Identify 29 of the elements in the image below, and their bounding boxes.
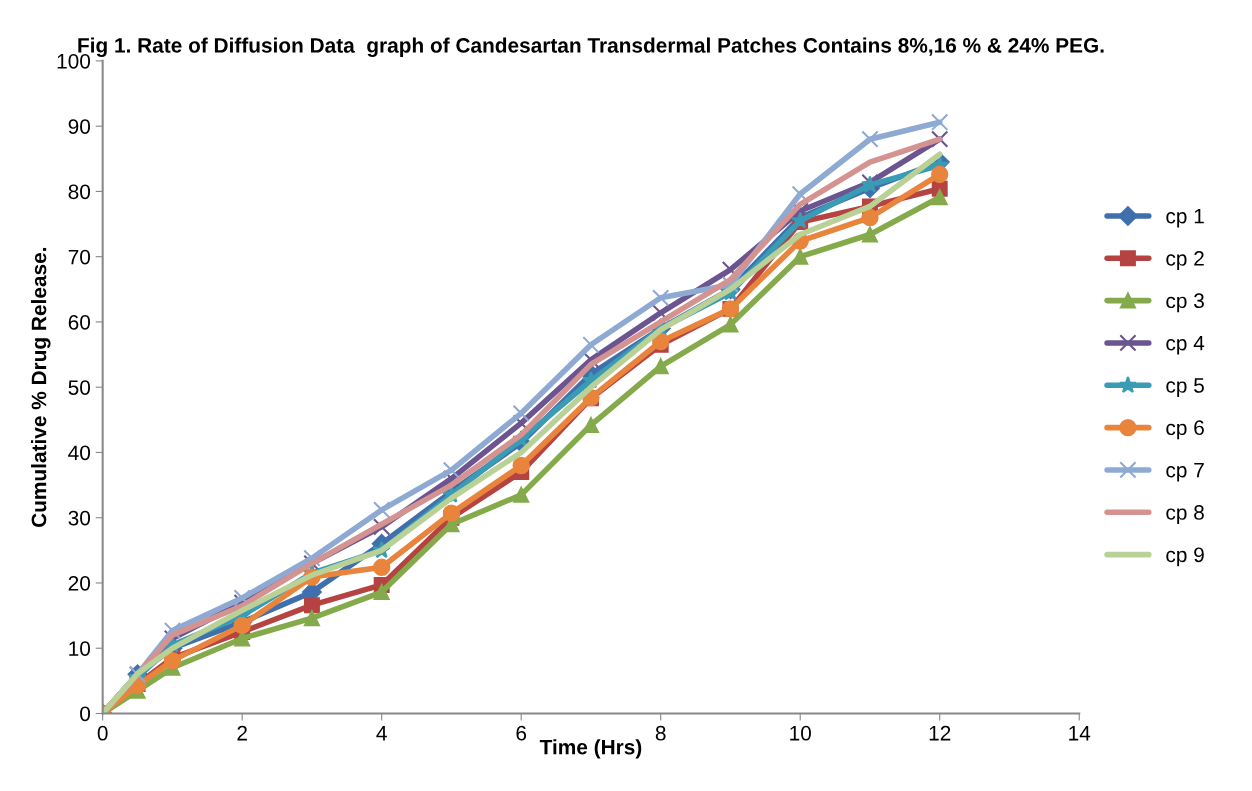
x-tick-label: 2 [237,725,247,741]
legend-label: cp 8 [1166,505,1204,524]
y-tick-label: 30 [68,510,91,526]
y-tick-label: 0 [80,706,91,722]
legend-label: cp 3 [1166,293,1204,313]
y-tick-label: 60 [68,314,91,330]
x-axis-title: Time (Hrs) [539,739,642,759]
x-tick-label: 14 [1069,726,1091,741]
y-tick-label: 90 [68,119,91,134]
legend-label: cp 1 [1166,208,1204,228]
legend-label: cp 5 [1166,378,1204,397]
x-tick-label: 4 [376,726,387,741]
y-tick-label: 50 [68,380,91,395]
y-tick-label: 80 [68,184,91,200]
x-tick-label: 10 [790,725,811,741]
y-axis-title: Cumulative % Drug Release. [31,247,51,527]
x-tick-label: 8 [655,725,666,741]
y-tick-label: 10 [69,641,91,656]
y-tick-label: 70 [68,249,91,265]
y-tick-label: 40 [68,445,91,461]
x-tick-label: 6 [516,725,527,741]
legend-label: cp 2 [1166,251,1204,270]
legend-label: cp 6 [1166,420,1204,440]
legend-label: cp 4 [1166,335,1205,355]
y-tick-label: 20 [68,575,91,591]
x-tick-label: 12 [929,725,951,741]
legend-label: cp 7 [1166,462,1204,482]
legend-label: cp 9 [1166,547,1204,567]
x-tick-label: 0 [97,725,108,741]
